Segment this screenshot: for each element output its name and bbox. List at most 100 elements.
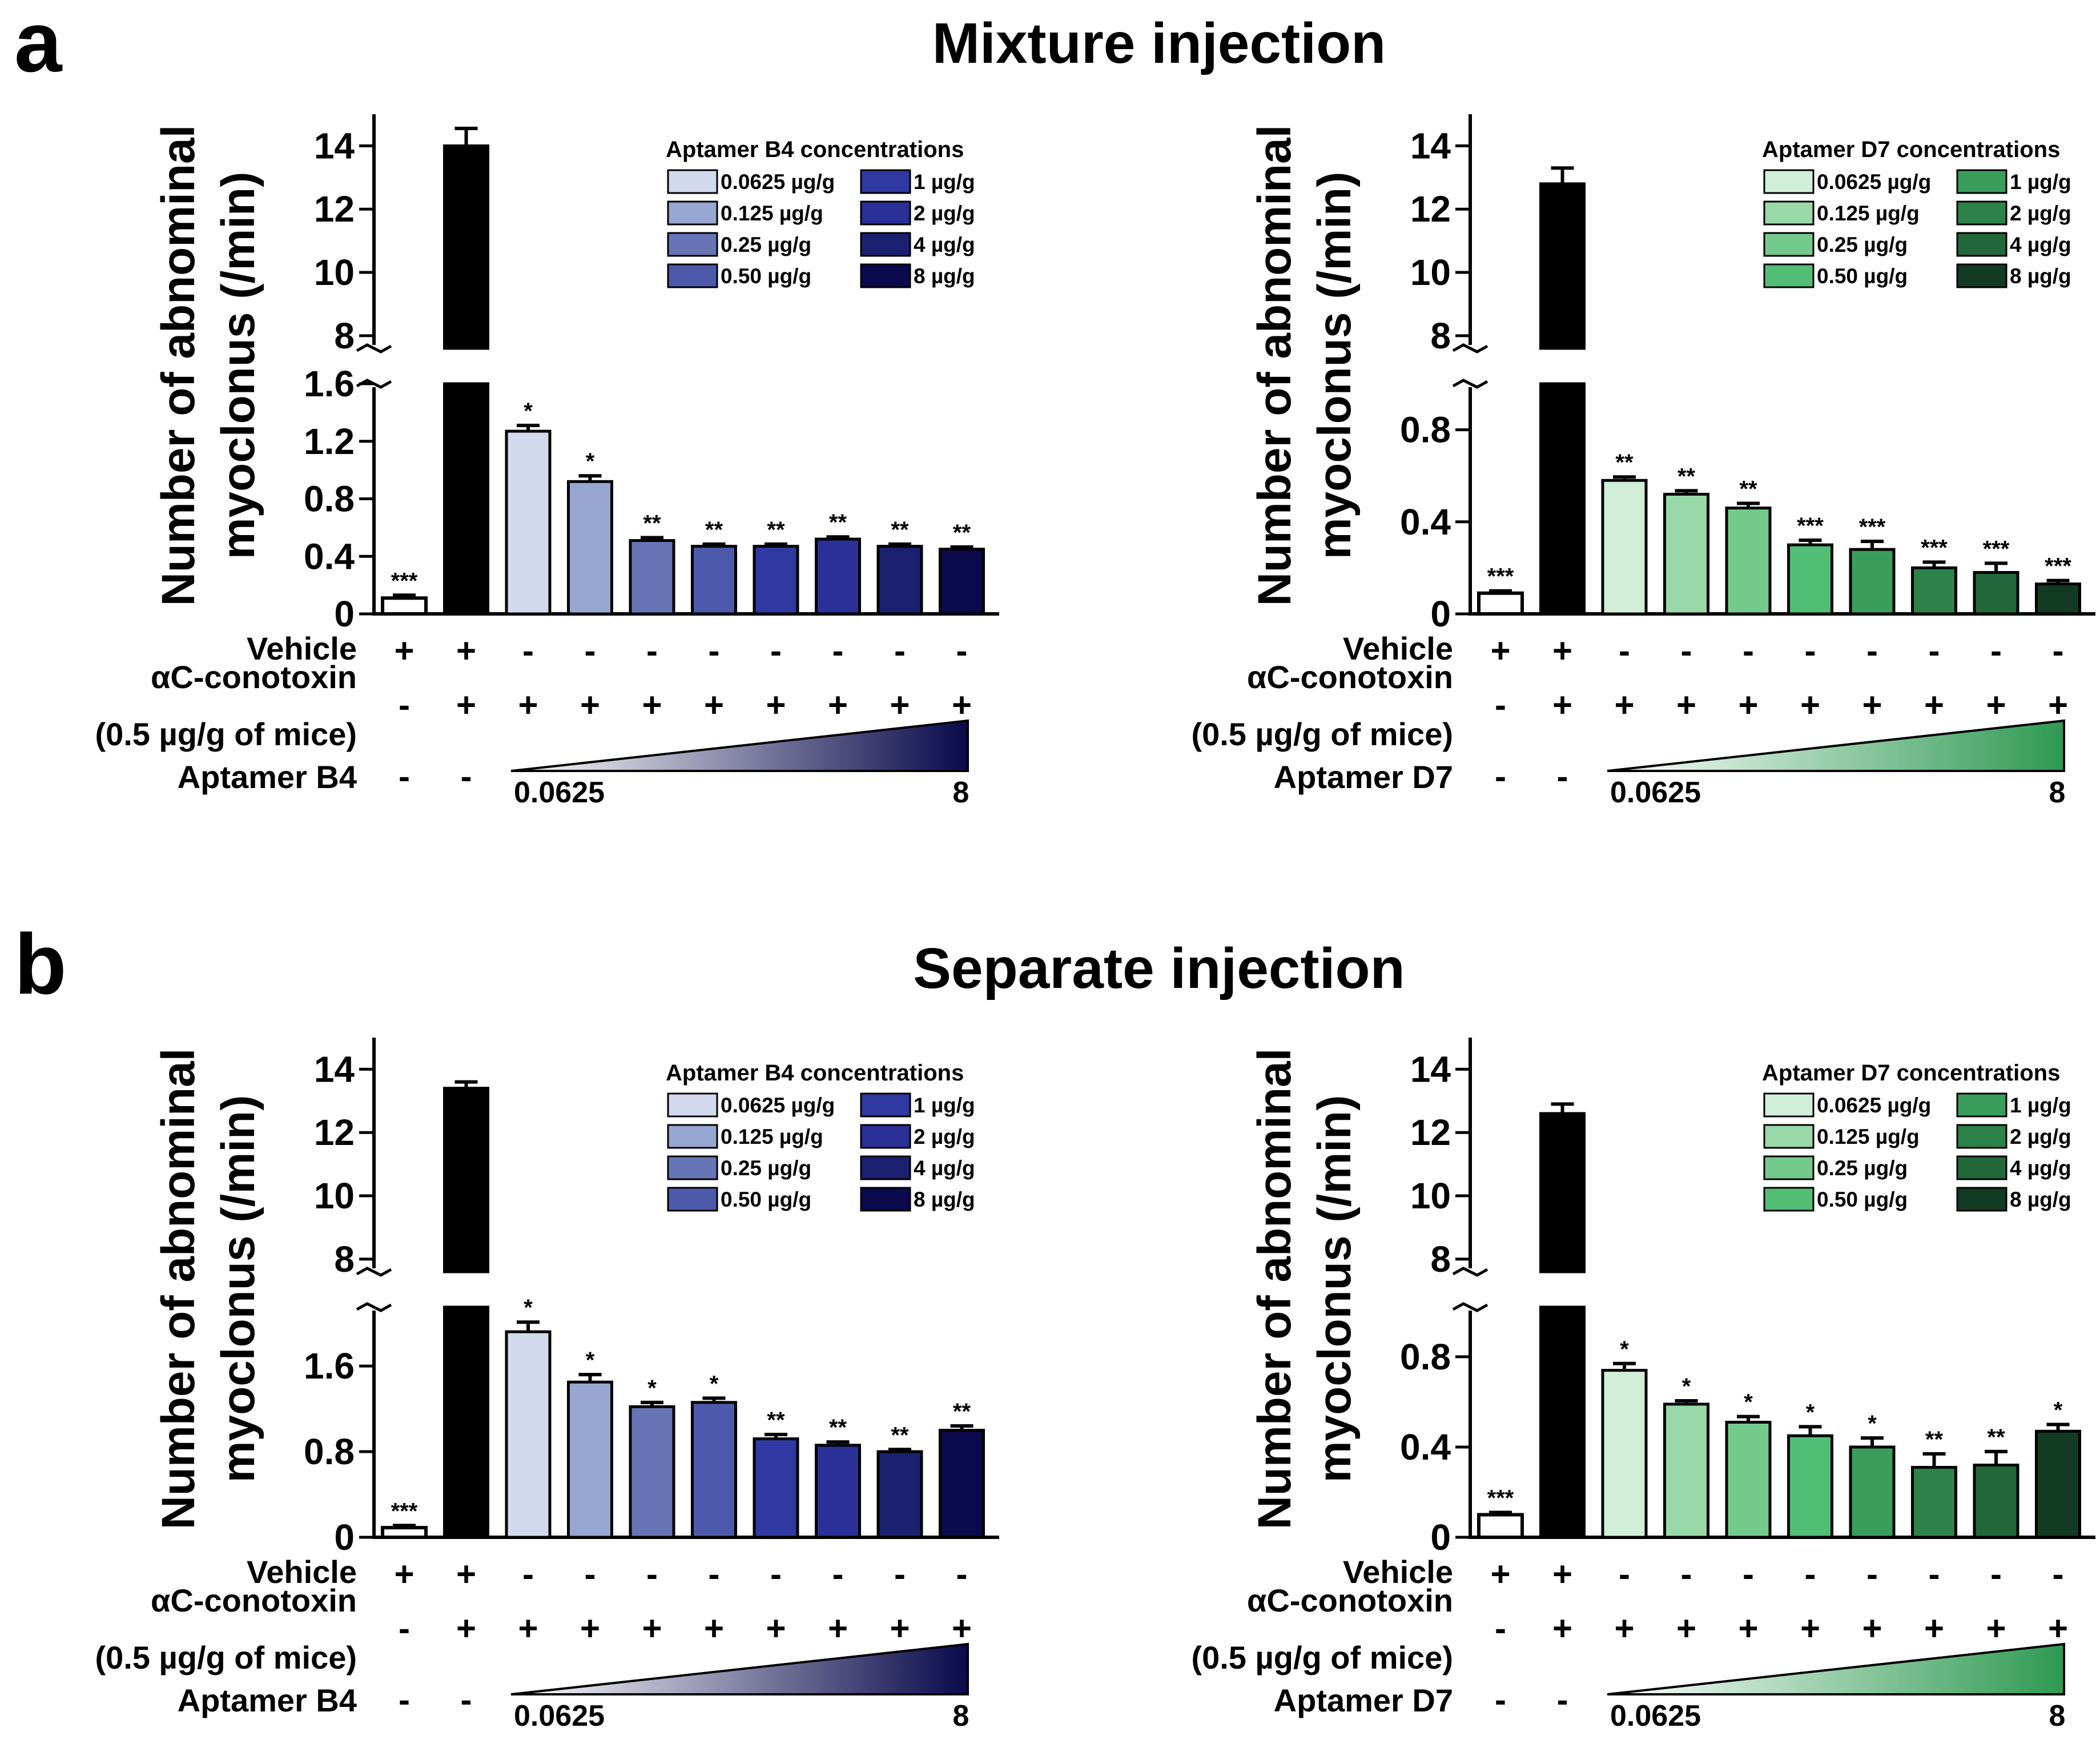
row-sign-vehicle: - xyxy=(894,1555,906,1593)
legend-label: 4 µg/g xyxy=(914,233,975,256)
y-tick-label-upper: 10 xyxy=(1410,252,1451,293)
bar xyxy=(505,1330,552,1539)
y-tick-label-lower: 1.6 xyxy=(304,363,355,404)
y-tick-label-lower: 0.8 xyxy=(1400,1336,1451,1377)
legend-swatch xyxy=(667,232,718,257)
axis-break-mark xyxy=(1452,379,1488,389)
row-sign-aptamer: - xyxy=(399,1681,410,1719)
row-sign-conotoxin: - xyxy=(399,1609,410,1647)
legend-swatch xyxy=(667,1124,718,1149)
wedge-min-label: 0.0625 xyxy=(514,776,605,809)
significance-label: *** xyxy=(391,1498,418,1524)
bar xyxy=(443,382,489,616)
row-sign-vehicle: - xyxy=(1681,632,1692,670)
bar xyxy=(1539,1305,1586,1539)
row-sign-conotoxin: + xyxy=(890,1609,910,1647)
bar xyxy=(2035,1429,2081,1539)
row-sign-conotoxin: + xyxy=(2048,686,2068,724)
bar xyxy=(1787,1434,1833,1539)
legend-swatch xyxy=(667,169,718,194)
significance-label: *** xyxy=(1983,536,2010,561)
bar-upper-segment xyxy=(1539,182,1586,350)
y-tick-label-upper: 8 xyxy=(334,315,355,356)
legend-label: 0.25 µg/g xyxy=(721,1156,811,1180)
significance-label: ** xyxy=(1925,1427,1944,1452)
legend-swatch xyxy=(1956,1187,2008,1212)
y-tick-label-lower: 0.4 xyxy=(1400,1426,1451,1468)
legend-swatch xyxy=(860,169,911,194)
significance-label: * xyxy=(1620,1337,1629,1362)
legend-label: 8 µg/g xyxy=(2010,264,2071,288)
legend-swatch xyxy=(1956,1092,2008,1118)
bar xyxy=(567,1380,613,1539)
legend-label: 8 µg/g xyxy=(914,264,975,288)
legend-swatch xyxy=(860,263,911,288)
y-axis-title: myoclonus (/min) xyxy=(1309,1095,1361,1483)
row-sign-conotoxin: + xyxy=(456,686,476,724)
bar xyxy=(629,1405,675,1539)
row-sign-vehicle: + xyxy=(394,632,414,670)
bar xyxy=(567,480,613,616)
bar xyxy=(1973,570,2019,616)
bar xyxy=(753,1437,799,1539)
row-sign-conotoxin: + xyxy=(1614,1609,1634,1647)
legend-swatch xyxy=(667,1187,718,1212)
legend-label: 0.125 µg/g xyxy=(1817,202,1920,225)
legend-label: 0.0625 µg/g xyxy=(721,1094,835,1117)
row-sign-conotoxin: + xyxy=(580,1609,600,1647)
significance-label: ** xyxy=(1739,477,1757,502)
legend-swatch xyxy=(667,1092,718,1118)
bar xyxy=(1973,1464,2019,1539)
row-sign-vehicle: - xyxy=(1681,1555,1692,1593)
row-label-vehicle: Vehicle xyxy=(1343,630,1453,666)
panel-title-b: Separate injection xyxy=(913,937,1405,1000)
significance-label: ** xyxy=(891,1422,909,1448)
row-sign-vehicle: - xyxy=(709,632,720,670)
legend-label: 8 µg/g xyxy=(914,1188,975,1211)
significance-label: ** xyxy=(953,1399,971,1424)
significance-label: * xyxy=(586,449,595,474)
row-sign-conotoxin: + xyxy=(1738,1609,1758,1647)
y-tick-label-lower: 0 xyxy=(1430,1517,1451,1558)
bar xyxy=(1477,591,1524,616)
significance-label: ** xyxy=(1987,1425,2005,1450)
significance-label: ** xyxy=(767,1408,785,1433)
bar xyxy=(443,1305,489,1539)
legend-swatch xyxy=(1956,169,2008,194)
bar-upper-segment xyxy=(1539,1112,1586,1273)
significance-label: * xyxy=(1868,1411,1877,1436)
chart-b-aptamer-d7: 14 12 10 8 0 0.4 0.8 Number of abnominal myoclon… xyxy=(1191,1038,2095,1733)
row-sign-vehicle: - xyxy=(709,1555,720,1593)
legend-label: 0.25 µg/g xyxy=(1817,1156,1908,1180)
legend-label: 2 µg/g xyxy=(2010,1125,2071,1148)
row-sign-aptamer: - xyxy=(461,757,472,795)
row-sign-vehicle: - xyxy=(1743,1555,1754,1593)
bar-upper-segment xyxy=(443,144,489,350)
row-sign-vehicle: - xyxy=(1805,1555,1816,1593)
legend-swatch xyxy=(860,232,911,257)
bar xyxy=(815,1444,861,1539)
bar xyxy=(1601,479,1648,616)
significance-label: ** xyxy=(891,517,909,543)
row-sign-vehicle: - xyxy=(832,632,844,670)
y-tick-label-upper: 14 xyxy=(314,1048,355,1090)
row-sign-conotoxin: + xyxy=(1924,686,1944,724)
legend-label: 0.125 µg/g xyxy=(721,202,823,225)
legend-swatch xyxy=(1763,232,1815,257)
row-sign-conotoxin: + xyxy=(1676,686,1696,724)
legend-swatch xyxy=(1763,1092,1815,1118)
wedge-min-label: 0.0625 xyxy=(1610,1699,1701,1733)
row-label-conotoxin-dose: (0.5 µg/g of mice) xyxy=(1191,716,1453,752)
row-sign-vehicle: - xyxy=(585,632,596,670)
y-tick-label-upper: 8 xyxy=(334,1239,355,1280)
row-sign-vehicle: - xyxy=(770,1555,782,1593)
row-sign-conotoxin: + xyxy=(890,686,910,724)
y-tick-label-lower: 0 xyxy=(1430,593,1451,634)
bar xyxy=(1601,1369,1648,1539)
significance-label: ** xyxy=(1677,464,1696,489)
row-sign-conotoxin: + xyxy=(704,686,724,724)
bar xyxy=(1663,1403,1709,1539)
bar xyxy=(939,548,985,616)
y-tick-label-upper: 10 xyxy=(314,252,355,293)
row-sign-aptamer: - xyxy=(399,757,410,795)
